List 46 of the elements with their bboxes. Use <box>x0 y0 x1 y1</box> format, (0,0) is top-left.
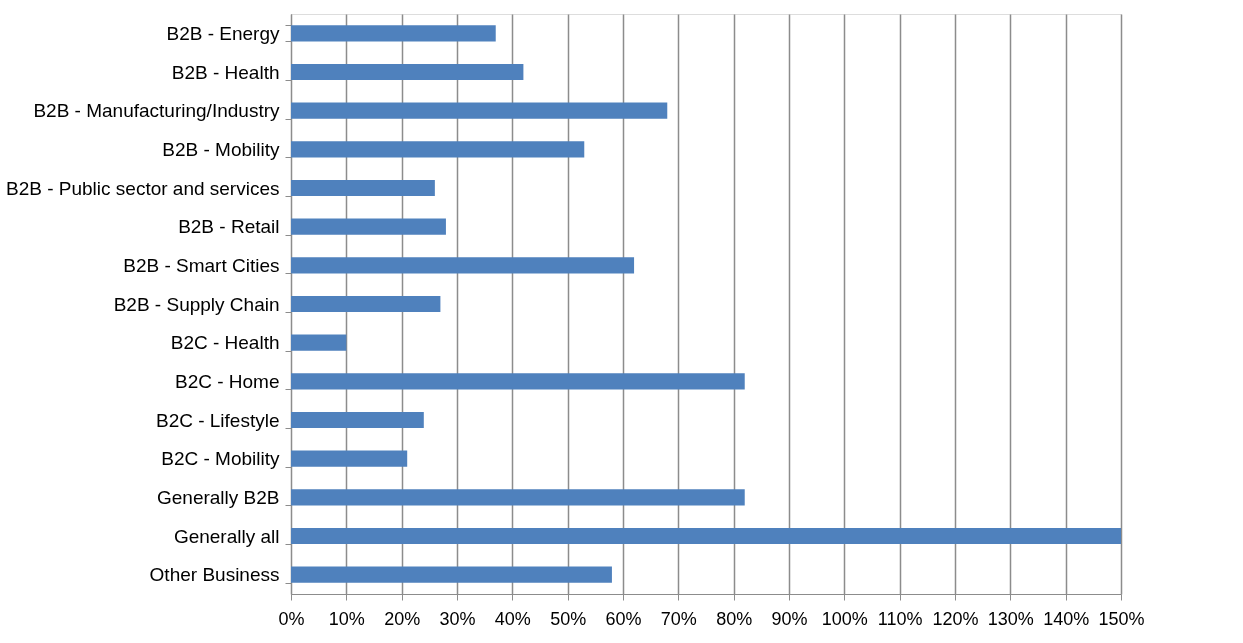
bar <box>291 257 635 274</box>
x-tick-label: 120% <box>932 608 979 629</box>
x-tick-label: 30% <box>439 608 476 629</box>
x-tick-label: 40% <box>494 608 531 629</box>
bar <box>291 450 408 467</box>
x-tick-label: 90% <box>771 608 808 629</box>
x-tick-label: 100% <box>821 608 868 629</box>
y-tick-label: B2C - Health <box>170 332 280 354</box>
bar <box>291 295 441 313</box>
x-tick-label: 50% <box>550 608 587 629</box>
x-tick-label: 70% <box>660 608 697 629</box>
x-tick-label: 150% <box>1098 608 1145 629</box>
y-tick-label: B2B - Health <box>171 61 280 83</box>
x-tick-label: 10% <box>328 608 365 629</box>
x-tick-label: 80% <box>716 608 753 629</box>
bar <box>291 141 585 158</box>
x-tick-label: 60% <box>605 608 642 629</box>
x-tick-label: 110% <box>877 608 923 629</box>
x-tick-label: 130% <box>987 608 1034 629</box>
y-tick-label: B2C - Home <box>174 370 280 392</box>
y-tick-label: Other Business <box>149 564 280 586</box>
y-tick-label: B2B - Manufacturing/Industry <box>33 100 280 122</box>
y-tick-label: B2B - Energy <box>166 22 280 44</box>
y-tick-label: Generally all <box>173 525 280 547</box>
y-tick-label: B2C - Lifestyle <box>155 409 280 431</box>
bar <box>291 411 424 429</box>
bar <box>291 489 745 506</box>
y-tick-label: B2B - Supply Chain <box>113 293 280 315</box>
y-tick-label: B2B - Retail <box>178 216 280 238</box>
bar <box>291 63 524 81</box>
bar <box>291 25 496 42</box>
bar <box>291 179 435 197</box>
bar <box>291 102 668 119</box>
y-tick-label: B2B - Public sector and services <box>5 177 280 199</box>
bar <box>291 334 347 351</box>
y-tick-label: B2B - Mobility <box>162 138 280 160</box>
bar <box>291 566 612 583</box>
bar <box>291 527 1121 545</box>
x-tick-label: 0% <box>278 608 305 629</box>
bar <box>291 373 745 390</box>
y-tick-label: B2B - Smart Cities <box>123 254 280 276</box>
y-tick-label: Generally B2B <box>156 486 280 508</box>
bar <box>291 218 446 235</box>
y-tick-label: B2C - Mobility <box>161 448 280 470</box>
x-tick-label: 140% <box>1043 608 1090 629</box>
x-tick-label: 20% <box>384 608 421 629</box>
